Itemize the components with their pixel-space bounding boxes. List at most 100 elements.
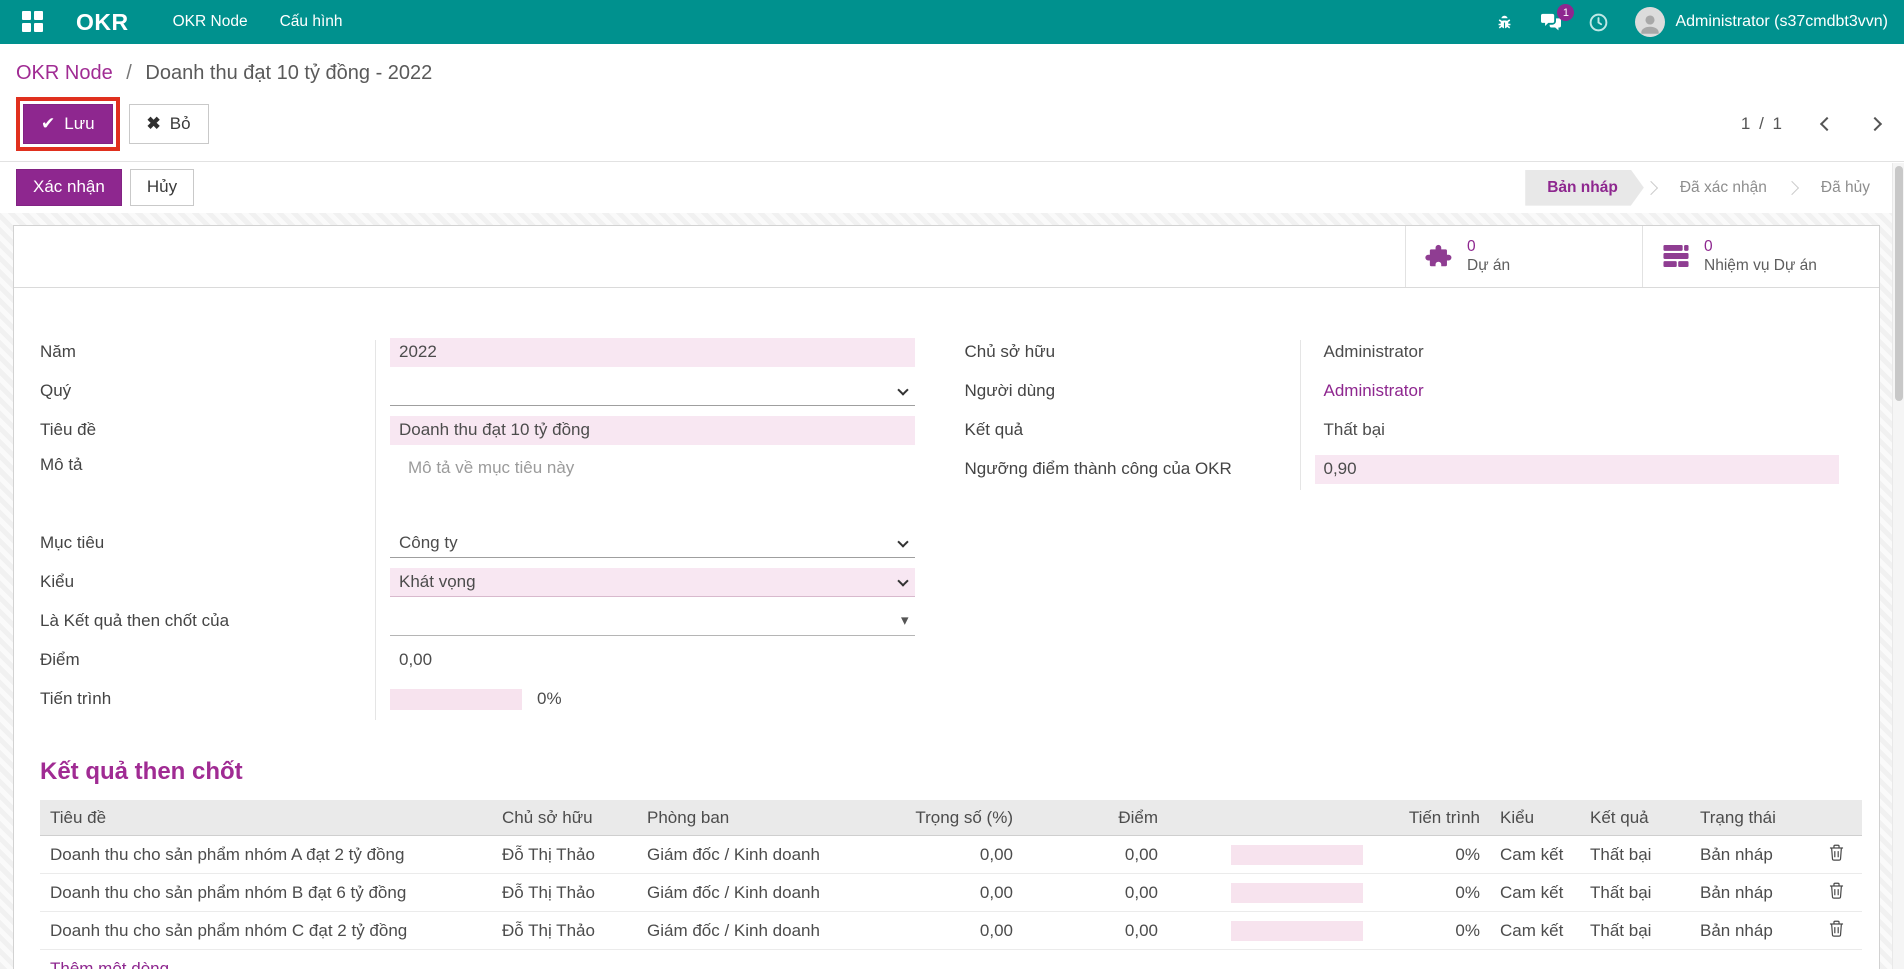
kr-title-cell[interactable]: Doanh thu cho sản phẩm nhóm A đạt 2 tỷ đ… [40, 835, 492, 875]
form-row-tien-trinh: Tiến trình 0% [40, 685, 915, 714]
col-header-1[interactable]: Tiêu đề [40, 799, 492, 837]
kr-kind-cell[interactable]: Cam kết [1490, 911, 1580, 951]
add-line-link[interactable]: Thêm một dòng [50, 958, 170, 969]
trash-icon[interactable] [1829, 844, 1844, 861]
field-nguoi-dung-wrapper: Administrator [1315, 377, 1840, 406]
scrollbar-thumb[interactable] [1895, 166, 1903, 401]
app-brand[interactable]: OKR [76, 8, 129, 35]
pager: 1 / 1 [1741, 111, 1888, 137]
kr-weight-cell[interactable]: 0,00 [865, 873, 1023, 913]
kr-title-cell[interactable]: Doanh thu cho sản phẩm nhóm B đạt 6 tỷ đ… [40, 873, 492, 913]
kr-department-cell[interactable]: Giám đốc / Kinh doanh [637, 835, 865, 875]
table-header-row: Tiêu đề Chủ sở hữu Phòng ban Trọng số (%) Đi… [40, 799, 1862, 837]
kr-progress-cell[interactable]: 0% [1168, 911, 1490, 951]
kr-table-row-3[interactable]: Doanh thu cho sản phẩm nhóm C đạt 2 tỷ đ… [40, 911, 1862, 951]
messages-icon[interactable]: 1 [1540, 4, 1575, 32]
status-step-3[interactable]: Đã hủy [1820, 178, 1870, 196]
menu-cau-hinh[interactable]: Cấu hình [279, 13, 343, 30]
col-header-2[interactable]: Chủ sở hữu [492, 799, 637, 837]
confirm-button[interactable]: Xác nhận [16, 169, 122, 206]
status-step-2[interactable]: Đã xác nhận [1679, 178, 1767, 196]
bug-icon[interactable] [1495, 13, 1514, 32]
stat-button-1[interactable]: 0 Dự án [1405, 225, 1642, 287]
field-muc-tieu-select[interactable]: Công ty [390, 529, 915, 558]
field-kieu-wrapper: Khát vọng [390, 567, 915, 597]
kr-weight-cell[interactable]: 0,00 [865, 911, 1023, 951]
delete-row-button[interactable] [1810, 873, 1862, 913]
field-chu-so-huu-value: Administrator [1323, 342, 1424, 362]
status-step-1[interactable]: Bản nháp [1525, 170, 1644, 206]
pager-value[interactable]: 1 / 1 [1740, 114, 1784, 134]
dropdown-caret-icon[interactable]: ▾ [900, 611, 909, 629]
kr-department-cell[interactable]: Giám đốc / Kinh doanh [637, 873, 865, 913]
kr-score-cell[interactable]: 0,00 [1023, 911, 1168, 951]
breadcrumb-parent-link[interactable]: OKR Node [16, 62, 113, 84]
col-header-8[interactable]: Kết quả [1580, 799, 1690, 837]
kr-score-cell[interactable]: 0,00 [1023, 873, 1168, 913]
apps-grid-icon[interactable] [22, 11, 44, 33]
kr-state-cell[interactable]: Bản nháp [1690, 911, 1810, 951]
field-kieu-select[interactable]: Khát vọng [390, 567, 915, 597]
pager-next-button[interactable] [1862, 111, 1888, 137]
chevron-down-icon [896, 575, 909, 587]
kr-progress-cell[interactable]: 0% [1168, 835, 1490, 875]
control-panel: ✔ Lưu ✖ Bỏ 1 / 1 [0, 91, 1904, 162]
stat-button-2[interactable]: 0 Nhiệm vụ Dự án [1642, 225, 1879, 287]
kr-title-cell[interactable]: Doanh thu cho sản phẩm nhóm C đạt 2 tỷ đ… [40, 911, 492, 951]
form-row-nam: Năm 2022 [40, 337, 915, 367]
kr-department-cell[interactable]: Giám đốc / Kinh doanh [637, 911, 865, 951]
field-nguoi-dung-link[interactable]: Administrator [1323, 381, 1424, 401]
form-statusbar: Xác nhận Hủy Bản nháp Đã xác nhận Đã hủy [0, 161, 1904, 213]
kr-result-cell[interactable]: Thất bại [1580, 835, 1690, 875]
cancel-button[interactable]: Hủy [129, 169, 195, 206]
vertical-scrollbar[interactable] [1892, 163, 1904, 969]
col-header-4[interactable]: Trọng số (%) [865, 799, 1023, 837]
activity-clock-icon[interactable] [1588, 12, 1609, 33]
col-header-9[interactable]: Trạng thái [1690, 799, 1810, 837]
kr-progress-cell[interactable]: 0% [1168, 873, 1490, 913]
kr-state-cell[interactable]: Bản nháp [1690, 835, 1810, 875]
kr-state-cell[interactable]: Bản nháp [1690, 873, 1810, 913]
col-header-3[interactable]: Phòng ban [637, 799, 865, 837]
delete-row-button[interactable] [1810, 835, 1862, 875]
kr-kind-cell[interactable]: Cam kết [1490, 873, 1580, 913]
field-la-ket-qua-then-chot-cua-many2one[interactable]: ▾ [390, 607, 915, 636]
field-la-ket-qua-then-chot-cua-label: Là Kết quả then chốt của [40, 611, 230, 631]
field-mo-ta-wrapper: Mô tả về mục tiêu này [390, 455, 915, 519]
field-quy-select[interactable] [390, 377, 915, 406]
field-nam-input[interactable]: 2022 [390, 337, 915, 367]
trash-icon[interactable] [1829, 920, 1844, 937]
chevron-down-icon [896, 536, 909, 548]
col-header-5[interactable]: Điểm [1023, 799, 1168, 837]
kr-result-cell[interactable]: Thất bại [1580, 911, 1690, 951]
delete-row-button[interactable] [1810, 911, 1862, 951]
kr-owner-cell[interactable]: Đỗ Thị Thảo [492, 873, 637, 913]
field-tien-trinh-label: Tiến trình [40, 689, 112, 709]
field-tieu-de-input[interactable]: Doanh thu đạt 10 tỷ đồng [390, 415, 915, 445]
pager-previous-button[interactable] [1814, 111, 1840, 137]
form-row-diem: Điểm 0,00 [40, 646, 915, 675]
discard-button[interactable]: ✖ Bỏ [128, 104, 209, 145]
kr-weight-cell[interactable]: 0,00 [865, 835, 1023, 875]
menu-okr-node[interactable]: OKR Node [172, 13, 248, 30]
kr-score-cell[interactable]: 0,00 [1023, 835, 1168, 875]
field-nguong-diem-input[interactable]: 0,90 [1314, 454, 1839, 484]
field-mo-ta-textarea[interactable]: Mô tả về mục tiêu này [390, 455, 915, 519]
field-quy-label: Quý [40, 381, 72, 401]
field-tien-trinh-wrapper: 0% [390, 685, 915, 714]
col-header-7[interactable]: Kiểu [1490, 799, 1580, 837]
kr-owner-cell[interactable]: Đỗ Thị Thảo [492, 835, 637, 875]
user-menu[interactable]: Administrator (s37cmdbt3vvn) [1635, 7, 1888, 37]
kr-table-row-2[interactable]: Doanh thu cho sản phẩm nhóm B đạt 6 tỷ đ… [40, 873, 1862, 913]
stat-button-text: 0 Nhiệm vụ Dự án [1704, 237, 1817, 276]
kr-result-cell[interactable]: Thất bại [1580, 873, 1690, 913]
save-button-label: Lưu [64, 114, 95, 133]
field-la-ket-qua-then-chot-cua-wrapper: ▾ [390, 607, 915, 636]
kr-kind-cell[interactable]: Cam kết [1490, 835, 1580, 875]
field-mo-ta-label: Mô tả [40, 454, 83, 474]
save-button[interactable]: ✔ Lưu [23, 104, 113, 145]
kr-owner-cell[interactable]: Đỗ Thị Thảo [492, 911, 637, 951]
kr-table-row-1[interactable]: Doanh thu cho sản phẩm nhóm A đạt 2 tỷ đ… [40, 835, 1862, 875]
col-header-6[interactable]: Tiến trình [1168, 799, 1490, 837]
trash-icon[interactable] [1829, 882, 1844, 899]
